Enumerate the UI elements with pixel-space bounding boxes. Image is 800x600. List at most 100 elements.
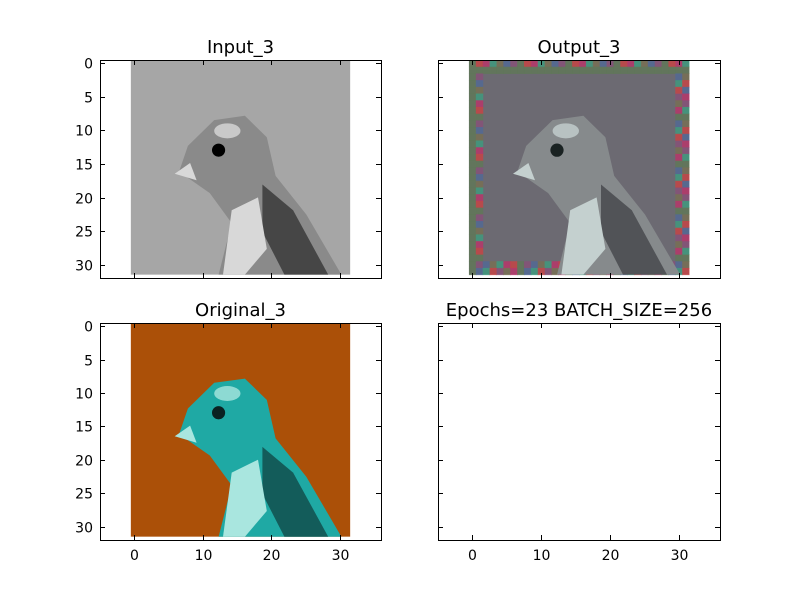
noise-pixel: [668, 60, 676, 68]
noise-pixel: [675, 247, 683, 256]
noise-pixel: [682, 60, 690, 68]
bird-eye: [550, 143, 564, 157]
noise-pixel: [675, 153, 683, 162]
noise-pixel: [682, 174, 690, 182]
original-title: Original_3: [195, 300, 286, 321]
noise-pixel: [585, 60, 594, 68]
noise-pixel: [592, 60, 601, 68]
noise-pixel: [682, 127, 690, 135]
bird-chest: [223, 197, 267, 275]
noise-pixel: [468, 180, 477, 188]
noise-pixel: [675, 214, 683, 222]
noise-pixel: [475, 241, 484, 249]
bird-beak: [174, 425, 197, 443]
noise-pixel: [530, 267, 539, 276]
noise-pixel: [620, 66, 628, 74]
noise-pixel: [544, 60, 552, 68]
noise-pixel: [468, 220, 477, 229]
noise-pixel: [517, 267, 525, 276]
noise-pixel: [675, 174, 683, 182]
noise-pixel: [599, 66, 608, 74]
noise-pixel: [675, 234, 683, 242]
noise-pixel: [475, 167, 484, 175]
y-tick-label: 20: [75, 454, 93, 470]
noise-pixel: [510, 66, 518, 74]
noise-pixel: [475, 133, 484, 141]
noise-pixel: [475, 207, 484, 215]
noise-pixel: [468, 174, 477, 182]
noise-pixel: [475, 220, 484, 229]
noise-pixel: [537, 66, 546, 74]
noise-pixel: [544, 267, 552, 276]
noise-pixel: [675, 241, 683, 249]
epochs-plot-area: [438, 323, 720, 540]
noise-pixel: [468, 200, 477, 209]
noise-pixel: [675, 80, 683, 88]
noise-pixel: [475, 100, 484, 108]
noise-pixel: [599, 60, 608, 68]
original-image: [130, 323, 351, 537]
noise-pixel: [675, 267, 683, 276]
noise-pixel: [468, 73, 477, 81]
bird-crown: [214, 123, 241, 139]
noise-pixel: [675, 127, 683, 135]
noise-pixel: [503, 261, 511, 269]
noise-pixel: [468, 66, 477, 74]
y-tick-label: 0: [84, 57, 93, 73]
noise-pixel: [475, 227, 484, 235]
x-tick-label: 0: [468, 548, 477, 564]
original-axes-frame: [100, 323, 382, 541]
x-tick-label: 30: [671, 548, 689, 564]
x-tick-label: 20: [263, 548, 281, 564]
x-tick-label: 30: [332, 548, 350, 564]
noise-pixel: [468, 214, 477, 222]
noise-pixel: [496, 60, 504, 68]
noise-pixel: [558, 60, 566, 68]
noise-pixel: [503, 60, 511, 68]
noise-pixel: [510, 60, 518, 68]
noise-pixel: [468, 86, 477, 95]
output-axes-frame: [438, 60, 721, 279]
noise-pixel: [620, 60, 628, 68]
noise-pixel: [468, 106, 477, 115]
noise-pixel: [661, 60, 669, 68]
noise-pixel: [675, 140, 683, 148]
noise-pixel: [475, 160, 484, 168]
noise-pixel: [682, 66, 690, 74]
noise-pixel: [647, 66, 656, 74]
noise-pixel: [496, 261, 504, 269]
noise-pixel: [510, 261, 518, 269]
noise-pixel: [613, 66, 621, 74]
bird-beak: [513, 163, 535, 181]
noise-pixel: [468, 187, 477, 195]
subplot-original: 0 10 20 30 0 5 10 15 20 25 30 Original_3: [75, 300, 382, 564]
noise-pixel: [530, 261, 539, 269]
noise-pixel: [682, 167, 690, 175]
noise-pixel: [675, 187, 683, 195]
noise-pixel: [572, 60, 580, 68]
noise-pixel: [475, 153, 484, 162]
noise-pixel: [523, 267, 532, 276]
y-tick-label: 10: [75, 387, 93, 403]
noise-pixel: [592, 66, 601, 74]
noise-pixel: [510, 267, 518, 276]
y-tick-label: 0: [84, 320, 93, 336]
noise-pixel: [475, 86, 484, 95]
noise-pixel: [682, 234, 690, 242]
noise-pixel: [530, 60, 539, 68]
noise-pixel: [682, 220, 690, 229]
noise-pixel: [675, 106, 683, 115]
noise-pixel: [475, 106, 484, 115]
noise-pixel: [682, 180, 690, 188]
noise-pixel: [579, 60, 587, 68]
noise-pixel: [682, 254, 690, 262]
noise-pixel: [682, 120, 690, 128]
bird-wing: [601, 184, 667, 275]
noise-pixel: [682, 73, 690, 81]
noise-pixel: [523, 60, 532, 68]
y-tick-label: 25: [75, 225, 93, 241]
y-tick-label: 15: [75, 158, 93, 174]
noise-pixel: [565, 66, 573, 74]
noise-pixel: [475, 80, 484, 88]
